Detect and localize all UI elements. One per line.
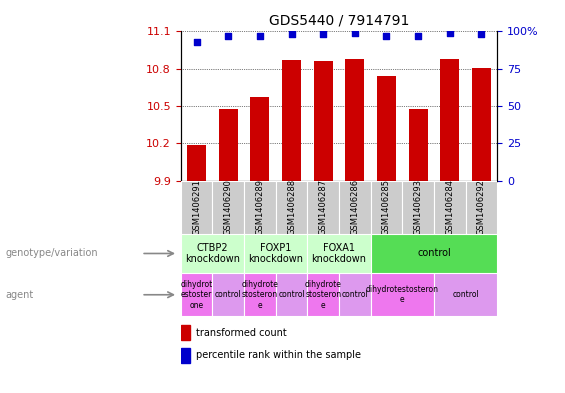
Bar bbox=[434, 181, 466, 234]
Text: genotype/variation: genotype/variation bbox=[6, 248, 98, 259]
Text: dihydrot
estoster
one: dihydrot estoster one bbox=[180, 280, 213, 310]
Point bbox=[477, 31, 486, 38]
Bar bbox=[307, 273, 339, 316]
Bar bbox=[371, 181, 402, 234]
Bar bbox=[181, 234, 244, 273]
Point bbox=[445, 30, 454, 36]
Point bbox=[382, 33, 391, 39]
Bar bbox=[339, 181, 371, 234]
Bar bbox=[219, 108, 238, 181]
Text: dihydrote
stosteron
e: dihydrote stosteron e bbox=[305, 280, 342, 310]
Bar bbox=[314, 61, 333, 181]
Bar bbox=[244, 181, 276, 234]
Text: GSM1406290: GSM1406290 bbox=[224, 179, 233, 235]
Point bbox=[350, 30, 359, 36]
Bar bbox=[276, 273, 307, 316]
Bar bbox=[276, 181, 307, 234]
Bar bbox=[181, 273, 212, 316]
Text: control: control bbox=[341, 290, 368, 299]
Bar bbox=[345, 59, 364, 181]
Bar bbox=[377, 76, 396, 181]
Bar bbox=[307, 234, 371, 273]
Bar bbox=[212, 273, 244, 316]
Text: GSM1406286: GSM1406286 bbox=[350, 179, 359, 235]
Bar bbox=[181, 348, 190, 363]
Text: control: control bbox=[278, 290, 305, 299]
Bar bbox=[371, 234, 497, 273]
Text: percentile rank within the sample: percentile rank within the sample bbox=[196, 350, 361, 360]
Bar bbox=[187, 145, 206, 181]
Point bbox=[414, 33, 423, 39]
Point bbox=[287, 31, 296, 38]
Text: GSM1406287: GSM1406287 bbox=[319, 179, 328, 235]
Point bbox=[319, 31, 328, 38]
Bar bbox=[434, 273, 497, 316]
Bar bbox=[408, 108, 428, 181]
Text: control: control bbox=[417, 248, 451, 259]
Bar bbox=[181, 325, 190, 340]
Text: GSM1406288: GSM1406288 bbox=[287, 179, 296, 235]
Bar bbox=[250, 97, 270, 181]
Bar bbox=[181, 181, 212, 234]
Text: control: control bbox=[452, 290, 479, 299]
Point bbox=[255, 33, 264, 39]
Text: FOXP1
knockdown: FOXP1 knockdown bbox=[248, 243, 303, 264]
Text: transformed count: transformed count bbox=[196, 327, 287, 338]
Text: FOXA1
knockdown: FOXA1 knockdown bbox=[311, 243, 367, 264]
Text: GSM1406291: GSM1406291 bbox=[192, 179, 201, 235]
Bar bbox=[212, 181, 244, 234]
Title: GDS5440 / 7914791: GDS5440 / 7914791 bbox=[269, 13, 409, 28]
Bar bbox=[371, 273, 434, 316]
Bar bbox=[402, 181, 434, 234]
Text: agent: agent bbox=[6, 290, 34, 300]
Bar bbox=[339, 273, 371, 316]
Bar bbox=[282, 60, 301, 181]
Point bbox=[224, 33, 233, 39]
Text: GSM1406284: GSM1406284 bbox=[445, 179, 454, 235]
Text: GSM1406292: GSM1406292 bbox=[477, 179, 486, 235]
Text: dihydrotestosteron
e: dihydrotestosteron e bbox=[366, 285, 439, 305]
Bar bbox=[440, 59, 459, 181]
Bar bbox=[244, 234, 307, 273]
Point bbox=[192, 39, 201, 45]
Text: CTBP2
knockdown: CTBP2 knockdown bbox=[185, 243, 240, 264]
Text: dihydrote
stosteron
e: dihydrote stosteron e bbox=[241, 280, 279, 310]
Bar bbox=[466, 181, 497, 234]
Text: GSM1406289: GSM1406289 bbox=[255, 179, 264, 235]
Text: GSM1406293: GSM1406293 bbox=[414, 179, 423, 235]
Bar bbox=[472, 68, 491, 181]
Text: GSM1406285: GSM1406285 bbox=[382, 179, 391, 235]
Bar bbox=[244, 273, 276, 316]
Bar bbox=[307, 181, 339, 234]
Text: control: control bbox=[215, 290, 242, 299]
